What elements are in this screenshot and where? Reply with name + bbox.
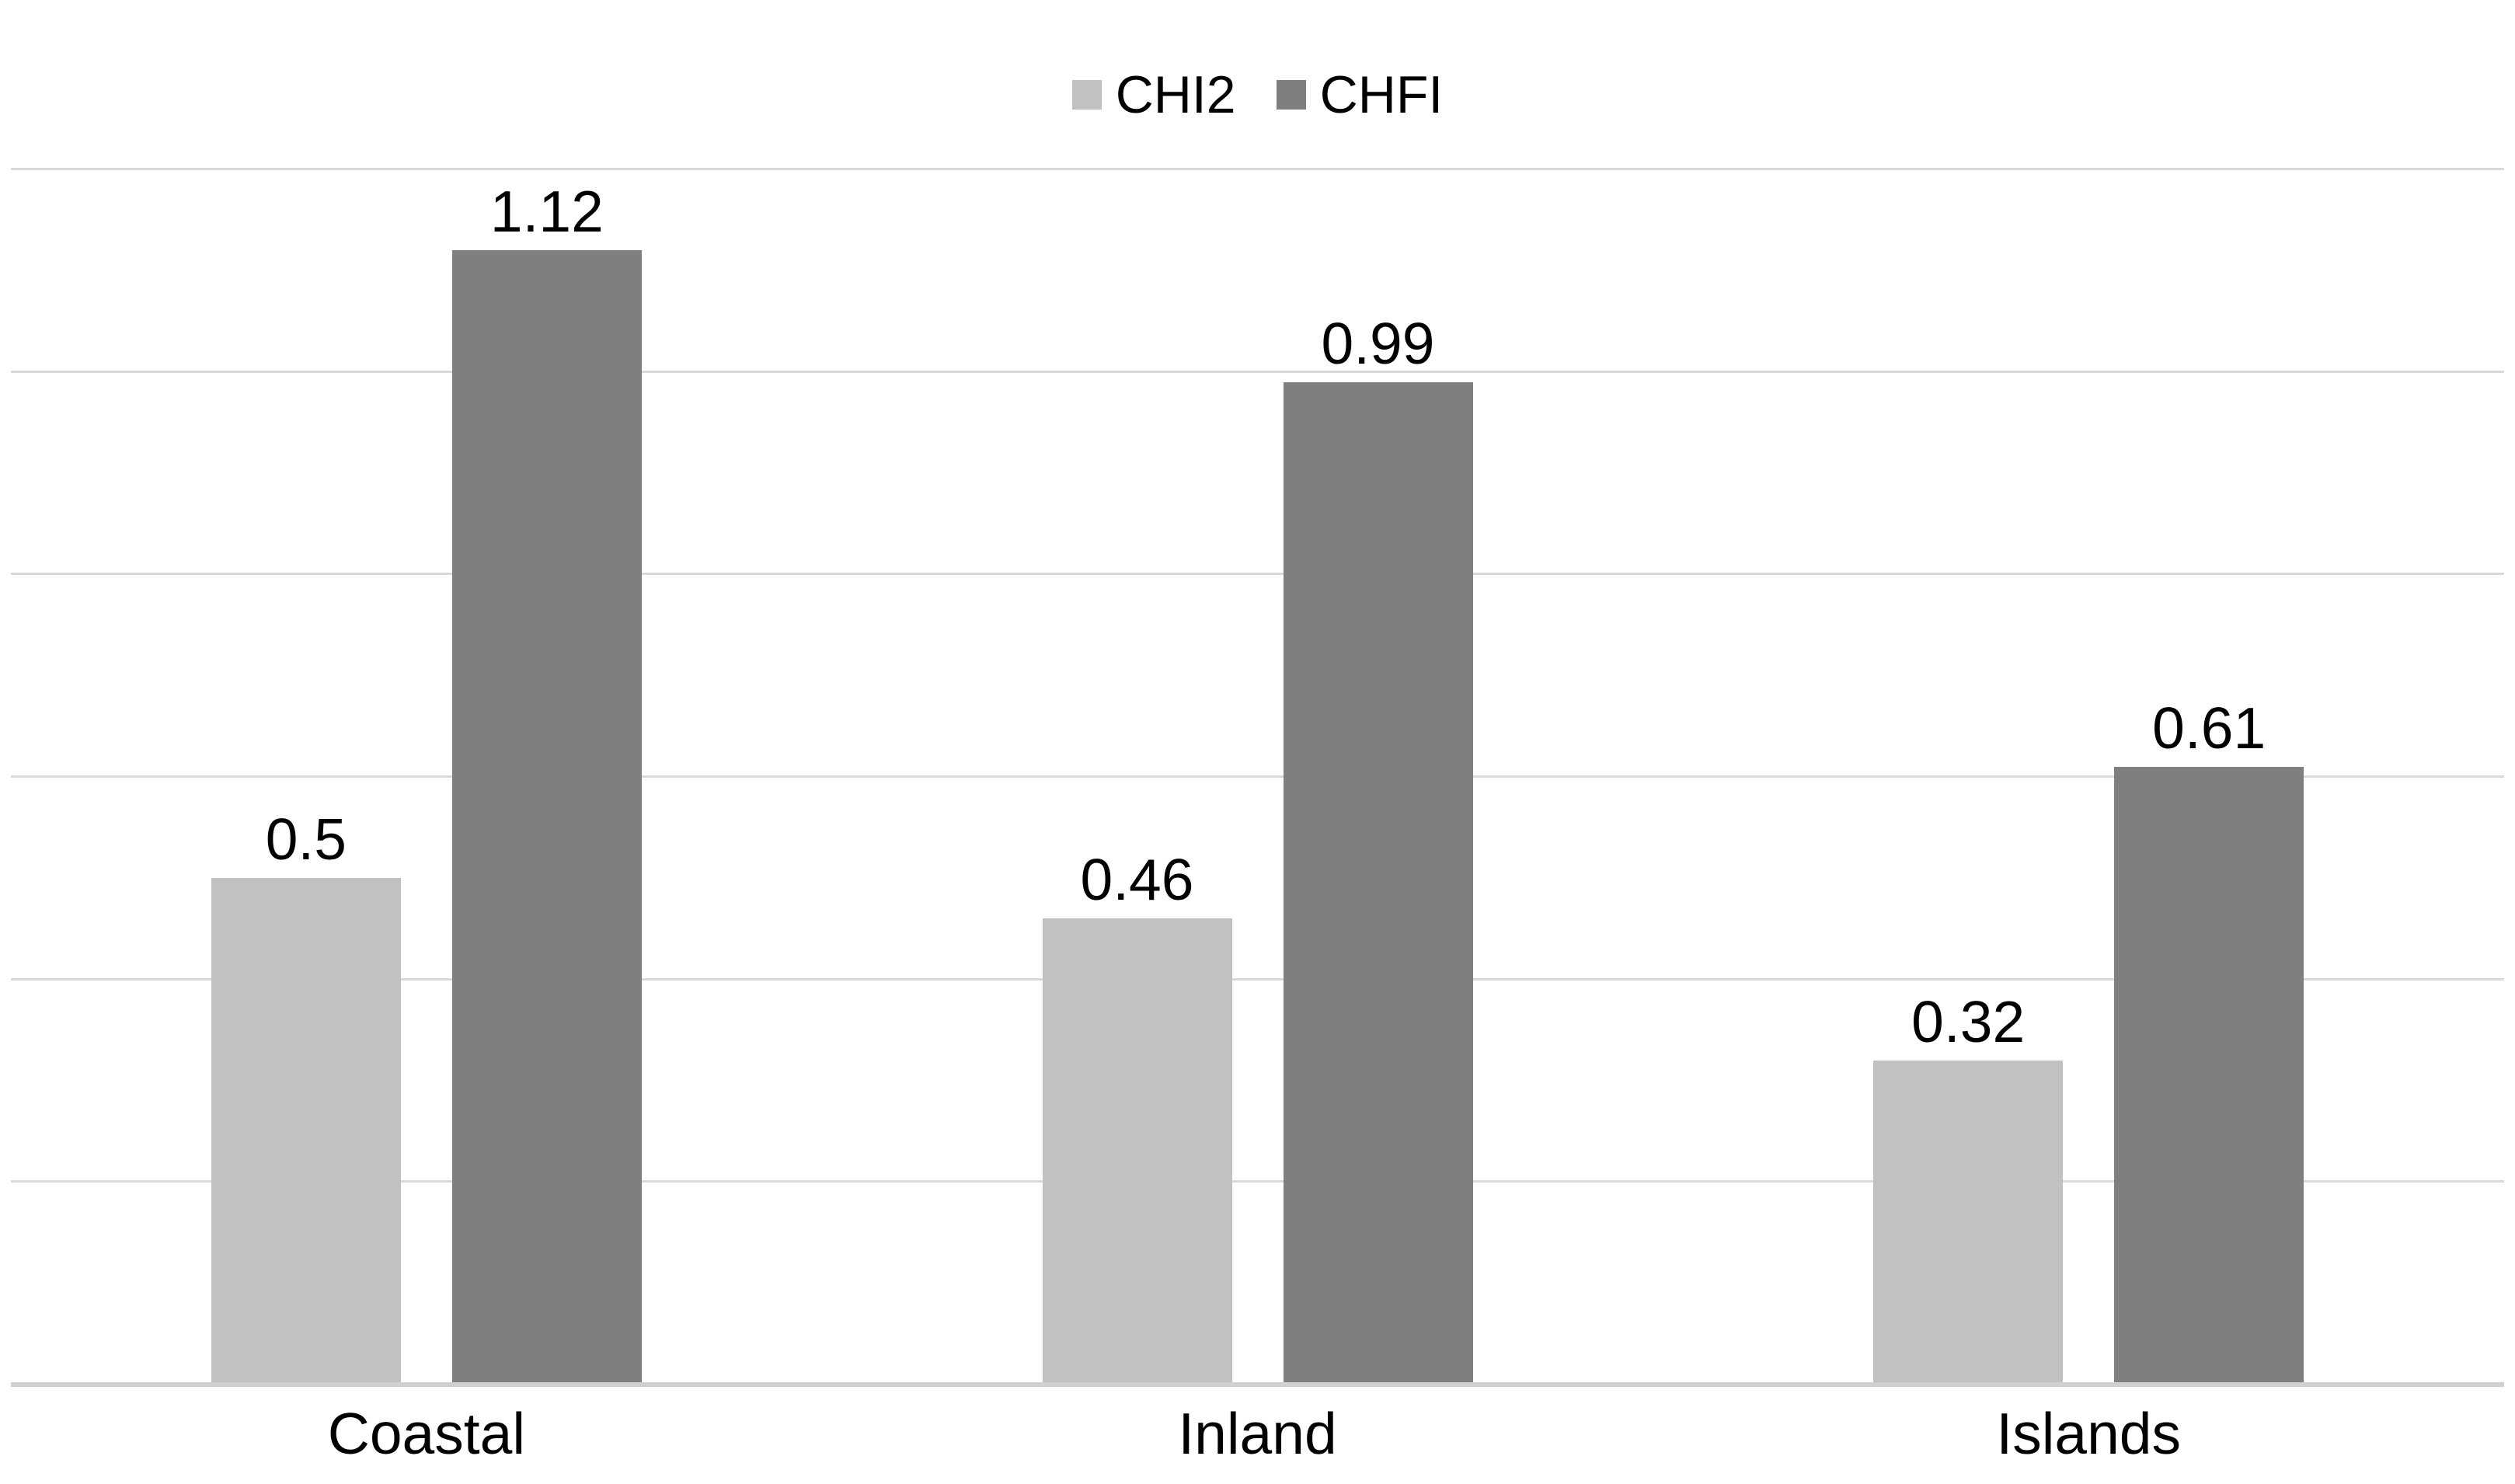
- gridline-0.4: [11, 977, 2504, 981]
- bar-group-inland: 0.46 0.99: [842, 169, 1674, 1385]
- gridline-0.8: [11, 573, 2504, 576]
- bar-coastal-chi2: 0.5: [211, 810, 401, 1385]
- value-label-coastal-chfi: 1.12: [489, 179, 604, 245]
- bar-islands-chi2: 0.32: [1873, 992, 2064, 1385]
- chart-legend: CHI2 CHFI: [0, 68, 2515, 121]
- bar-groups-layer: 0.5 1.12 0.46 0.99 0.32 0.61: [11, 169, 2504, 1385]
- value-label-islands-chfi: 0.61: [2152, 695, 2266, 761]
- value-label-islands-chi2: 0.32: [1911, 988, 2026, 1054]
- bar-coastal-chfi: 1.12: [451, 183, 642, 1385]
- bar-inland-chi2: 0.46: [1042, 851, 1232, 1385]
- legend-label-chi2: CHI2: [1115, 65, 1236, 124]
- legend-item-chfi: CHFI: [1276, 65, 1444, 124]
- x-axis-line: [11, 1382, 2504, 1387]
- legend-swatch-chfi: [1276, 80, 1306, 110]
- gridline-1.0: [11, 370, 2504, 373]
- value-label-inland-chfi: 0.99: [1321, 310, 1435, 376]
- legend-swatch-chi2: [1071, 80, 1102, 110]
- gridline-1.2: [11, 168, 2504, 170]
- value-label-coastal-chi2: 0.5: [265, 806, 347, 873]
- bar-inland-chfi: 0.99: [1283, 314, 1473, 1385]
- x-axis-label-coastal: Coastal: [327, 1401, 525, 1466]
- x-axis-label-islands: Islands: [1996, 1401, 2181, 1466]
- bar-group-islands: 0.32 0.61: [1673, 169, 2504, 1385]
- plot-area: 0.5 1.12 0.46 0.99 0.32 0.61: [11, 168, 2504, 1387]
- gridline-0.2: [11, 1180, 2504, 1183]
- legend-label-chfi: CHFI: [1319, 65, 1444, 124]
- bar-group-coastal: 0.5 1.12: [11, 169, 842, 1385]
- gridline-0.6: [11, 775, 2504, 778]
- bar-islands-chfi: 0.61: [2114, 698, 2304, 1385]
- x-axis-labels: Coastal Inland Islands: [11, 1405, 2504, 1463]
- legend-item-chi2: CHI2: [1071, 65, 1236, 124]
- value-label-inland-chi2: 0.46: [1080, 847, 1194, 913]
- x-axis-label-inland: Inland: [1178, 1401, 1337, 1466]
